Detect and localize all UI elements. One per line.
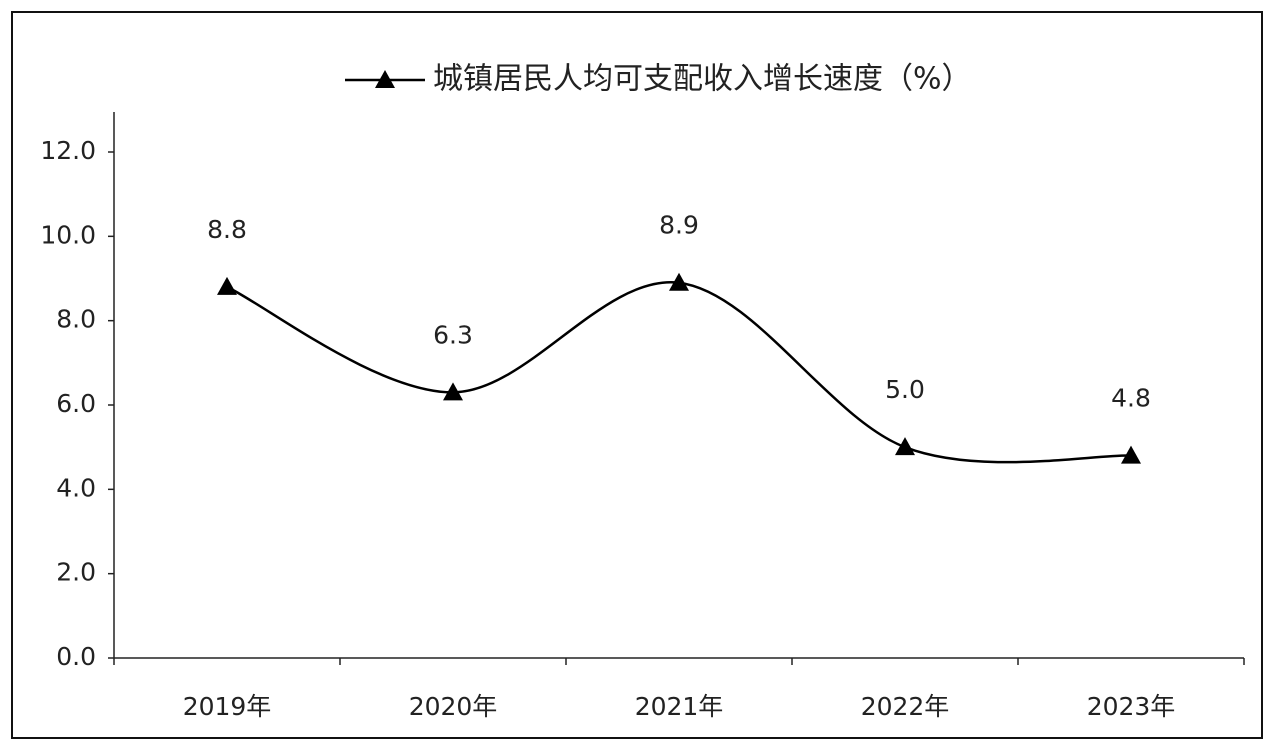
x-tick-label: 2022年 xyxy=(861,692,950,721)
y-tick-label: 12.0 xyxy=(40,136,96,165)
point-marker xyxy=(443,382,463,401)
data-label: 8.8 xyxy=(207,215,247,244)
data-label: 5.0 xyxy=(885,375,925,404)
x-tick-label: 2019年 xyxy=(183,692,272,721)
y-tick-label: 0.0 xyxy=(56,642,96,671)
data-label: 6.3 xyxy=(433,320,473,349)
chart-frame xyxy=(11,11,1263,739)
data-label: 8.9 xyxy=(659,211,699,240)
y-tick-label: 8.0 xyxy=(56,305,96,334)
point-marker xyxy=(1121,445,1141,464)
x-tick-label: 2023年 xyxy=(1087,692,1176,721)
y-tick-label: 6.0 xyxy=(56,389,96,418)
point-marker xyxy=(669,272,689,291)
data-label: 4.8 xyxy=(1111,384,1151,413)
legend-label: 城镇居民人均可支配收入增长速度（%） xyxy=(433,62,972,97)
point-marker xyxy=(217,276,237,295)
y-tick-label: 2.0 xyxy=(56,558,96,587)
point-marker xyxy=(895,437,915,456)
legend-marker xyxy=(375,70,395,88)
x-tick-label: 2021年 xyxy=(635,692,724,721)
y-tick-label: 4.0 xyxy=(56,473,96,502)
x-tick-label: 2020年 xyxy=(409,692,498,721)
y-tick-label: 10.0 xyxy=(40,220,96,249)
